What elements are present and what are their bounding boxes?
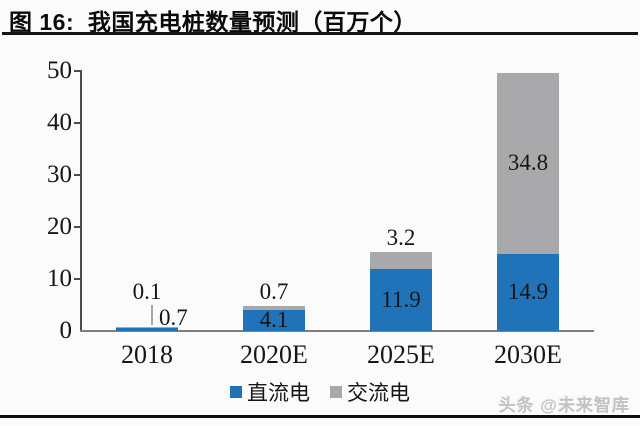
data-label-dc-2030E: 14.9: [507, 279, 549, 305]
data-label-ac-2020E: 0.7: [259, 279, 289, 305]
legend-item-ac: 交流电: [330, 377, 410, 407]
x-axis-label-2025E: 2025E: [367, 340, 435, 369]
data-label-ac-2030E: 34.8: [507, 150, 549, 176]
y-axis-tick-40: [74, 122, 80, 124]
data-label-dc-2025E: 11.9: [381, 287, 421, 313]
x-axis-label-2020E: 2020E: [240, 340, 308, 369]
y-axis-label-50: 50: [47, 57, 72, 84]
title-divider: [2, 32, 638, 35]
y-axis-label-10: 10: [47, 265, 72, 292]
y-axis-tick-50: [74, 70, 80, 72]
y-axis-label-20: 20: [47, 213, 72, 240]
legend-label-ac: 交流电: [347, 381, 410, 405]
legend-label-dc: 直流电: [247, 381, 310, 405]
watermark: 头条 @未来智库: [498, 396, 630, 415]
data-label-ac-2025E: 3.2: [386, 225, 416, 251]
legend-swatch-dc-icon: [230, 386, 242, 398]
data-label-dc-2018: 0.7: [159, 305, 188, 331]
chart-legend: 直流电 交流电: [0, 377, 640, 407]
y-axis-label-40: 40: [47, 109, 72, 136]
bar-dc-2030E: [497, 253, 559, 331]
bar-ac-2025E: [370, 252, 432, 270]
bar-ac-2020E: [243, 306, 305, 310]
bar-dc-2025E: [370, 269, 432, 331]
bar-dc-2020E: [243, 309, 305, 331]
y-axis-tick-10: [74, 278, 80, 280]
data-label-ac-2018: 0.1: [132, 278, 162, 304]
y-axis-tick-20: [74, 226, 80, 228]
legend-item-dc: 直流电: [230, 377, 310, 407]
legend-swatch-ac-icon: [330, 386, 342, 398]
bottom-divider: [0, 415, 640, 418]
bar-dc-2018: [116, 327, 178, 331]
y-axis-label-0: 0: [59, 317, 73, 344]
figure-title: 图 16: 我国充电桩数量预测（百万个）: [9, 9, 417, 35]
x-axis-label-2018: 2018: [121, 340, 173, 369]
bar-ac-2030E: [497, 72, 559, 254]
y-axis-tick-30: [74, 174, 80, 176]
y-axis-label-30: 30: [47, 161, 72, 188]
y-axis-line: [80, 70, 82, 331]
data-label-leader-2018: [151, 304, 153, 325]
x-axis-label-2030E: 2030E: [494, 340, 562, 369]
bar-ac-2018: [116, 326, 178, 328]
x-axis-line: [80, 330, 594, 332]
data-label-dc-2020E: 4.1: [259, 307, 289, 333]
